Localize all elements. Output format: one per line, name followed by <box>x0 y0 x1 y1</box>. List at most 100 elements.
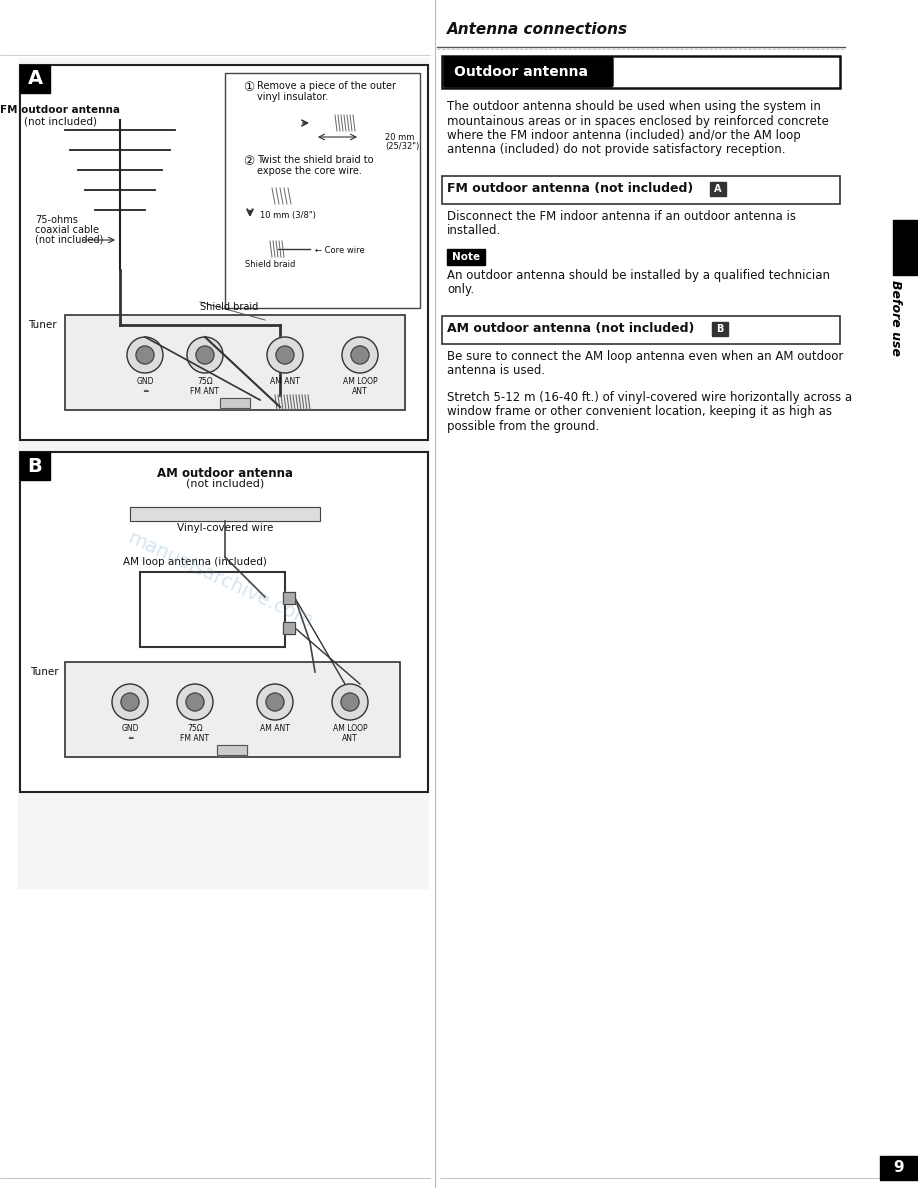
Bar <box>217 745 247 756</box>
Circle shape <box>332 684 368 720</box>
Text: Disconnect the FM indoor antenna if an outdoor antenna is: Disconnect the FM indoor antenna if an o… <box>447 210 796 223</box>
Bar <box>130 507 320 522</box>
Text: Tuner: Tuner <box>28 320 57 330</box>
Text: Remove a piece of the outer: Remove a piece of the outer <box>257 81 396 91</box>
Text: GND
═: GND ═ <box>136 377 153 397</box>
Circle shape <box>341 693 359 710</box>
Bar <box>130 507 320 522</box>
FancyBboxPatch shape <box>444 57 613 87</box>
Circle shape <box>127 337 163 373</box>
Text: GND
═: GND ═ <box>121 723 139 744</box>
Text: (25/32"): (25/32") <box>385 143 420 151</box>
Text: Shield braid: Shield braid <box>245 260 296 268</box>
Bar <box>442 316 840 345</box>
Circle shape <box>136 346 154 364</box>
Text: Tuner: Tuner <box>30 666 59 677</box>
Bar <box>65 662 400 757</box>
Text: AM loop antenna (included): AM loop antenna (included) <box>123 557 267 567</box>
Bar <box>20 65 50 93</box>
Circle shape <box>257 684 293 720</box>
Text: mountainous areas or in spaces enclosed by reinforced concrete: mountainous areas or in spaces enclosed … <box>447 114 829 127</box>
Bar <box>0 0 435 1188</box>
Text: 75Ω
FM ANT: 75Ω FM ANT <box>191 377 219 397</box>
Bar <box>712 322 728 336</box>
Text: AM LOOP
ANT: AM LOOP ANT <box>332 723 367 744</box>
Bar <box>442 56 840 88</box>
Bar <box>65 315 405 410</box>
Text: expose the core wire.: expose the core wire. <box>257 166 362 176</box>
Bar <box>442 176 840 204</box>
Text: Before use: Before use <box>889 280 901 356</box>
Bar <box>220 398 250 407</box>
FancyBboxPatch shape <box>238 187 292 206</box>
Bar <box>20 451 50 480</box>
Text: installed.: installed. <box>447 225 501 238</box>
Text: coaxial cable: coaxial cable <box>35 225 99 235</box>
Text: Stretch 5-12 m (16-40 ft.) of vinyl-covered wire horizontally across a: Stretch 5-12 m (16-40 ft.) of vinyl-cove… <box>447 391 852 404</box>
Bar <box>217 745 247 756</box>
Text: FM outdoor antenna: FM outdoor antenna <box>0 105 120 115</box>
Bar <box>283 592 295 604</box>
Text: Outdoor antenna: Outdoor antenna <box>454 65 588 78</box>
Text: A: A <box>28 70 42 88</box>
Bar <box>140 571 285 647</box>
Text: AM outdoor antenna: AM outdoor antenna <box>157 467 293 480</box>
Text: only.: only. <box>447 284 474 297</box>
Text: Note: Note <box>452 252 480 263</box>
Text: ②: ② <box>243 154 254 168</box>
Text: Be sure to connect the AM loop antenna even when an AM outdoor: Be sure to connect the AM loop antenna e… <box>447 350 844 364</box>
Text: vinyl insulator.: vinyl insulator. <box>257 91 329 102</box>
Bar <box>18 58 428 887</box>
Circle shape <box>267 337 303 373</box>
Text: Twist the shield braid to: Twist the shield braid to <box>257 154 374 165</box>
Circle shape <box>342 337 378 373</box>
Bar <box>225 72 420 308</box>
Bar <box>283 623 295 634</box>
Circle shape <box>266 693 284 710</box>
Text: A: A <box>714 184 722 194</box>
FancyBboxPatch shape <box>238 239 297 259</box>
Text: ← Core wire: ← Core wire <box>315 246 364 255</box>
Text: B: B <box>716 324 723 334</box>
Text: The outdoor antenna should be used when using the system in: The outdoor antenna should be used when … <box>447 100 821 113</box>
Bar <box>442 56 840 88</box>
Circle shape <box>351 346 369 364</box>
Text: 75Ω
FM ANT: 75Ω FM ANT <box>181 723 209 744</box>
Bar <box>20 65 428 440</box>
Text: where the FM indoor antenna (included) and/or the AM loop: where the FM indoor antenna (included) a… <box>447 129 800 143</box>
Circle shape <box>196 346 214 364</box>
Text: AM ANT: AM ANT <box>270 377 300 386</box>
Text: Shield braid: Shield braid <box>200 302 258 312</box>
Bar <box>880 1156 918 1180</box>
Circle shape <box>112 684 148 720</box>
Bar <box>220 398 250 407</box>
Text: 20 mm: 20 mm <box>385 133 414 143</box>
Text: (not included): (not included) <box>185 479 264 489</box>
Bar <box>710 182 726 196</box>
Text: Antenna connections: Antenna connections <box>447 23 628 37</box>
Bar <box>442 176 840 204</box>
Circle shape <box>177 684 213 720</box>
Bar <box>283 592 295 604</box>
Text: antenna (included) do not provide satisfactory reception.: antenna (included) do not provide satisf… <box>447 144 786 157</box>
Bar <box>283 623 295 634</box>
Bar <box>20 451 428 792</box>
Text: manualsarchive.com: manualsarchive.com <box>124 529 316 631</box>
Circle shape <box>186 693 204 710</box>
Text: ①: ① <box>243 81 254 94</box>
Text: window frame or other convenient location, keeping it as high as: window frame or other convenient locatio… <box>447 405 832 418</box>
Bar <box>435 0 918 1188</box>
Bar <box>65 662 400 757</box>
Bar <box>65 315 405 410</box>
Bar <box>893 220 918 274</box>
Text: 75-ohms: 75-ohms <box>35 215 78 225</box>
Text: B: B <box>28 456 42 475</box>
Bar <box>20 451 428 792</box>
Circle shape <box>276 346 294 364</box>
Text: Vinyl-covered wire: Vinyl-covered wire <box>177 523 274 533</box>
Text: AM ANT: AM ANT <box>260 723 290 733</box>
Text: antenna is used.: antenna is used. <box>447 365 545 378</box>
Bar <box>225 72 420 308</box>
Bar <box>442 316 840 345</box>
Text: (not included): (not included) <box>24 116 96 126</box>
